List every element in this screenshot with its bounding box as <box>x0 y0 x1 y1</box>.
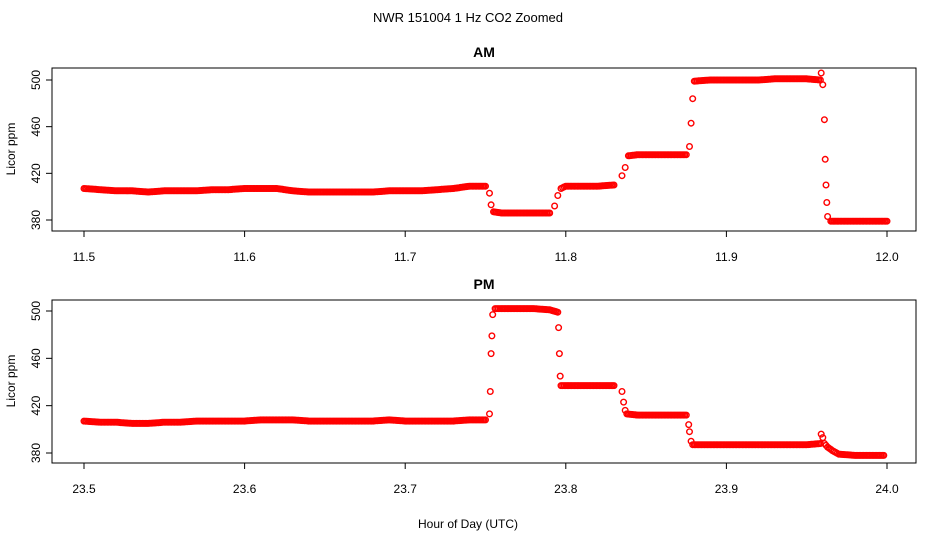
am-data-point <box>819 81 827 89</box>
am-data-point <box>822 181 830 189</box>
am-data-point <box>610 181 618 189</box>
am-y-tick-label: 500 <box>29 70 43 90</box>
am-data-point <box>686 142 694 150</box>
am-x-tick-label: 11.8 <box>555 250 578 264</box>
am-data-point <box>687 119 695 127</box>
am-data-point <box>546 209 554 217</box>
am-data-point <box>682 151 690 159</box>
am-data-point <box>817 69 825 77</box>
pm-data-points <box>80 305 888 459</box>
pm-x-axis: 23.5 23.6 23.7 23.8 23.9 24.0 <box>72 462 899 496</box>
am-data-point <box>487 201 495 209</box>
pm-x-tick-label: 23.9 <box>715 482 739 496</box>
am-y-tick-label: 460 <box>29 116 43 136</box>
am-data-point <box>551 202 559 210</box>
am-y-axis-title: Licor ppm <box>4 123 18 176</box>
pm-x-tick-label: 23.7 <box>394 482 418 496</box>
am-data-point <box>689 95 697 103</box>
am-x-axis: 11.5 11.6 11.7 11.8 11.9 12.0 <box>73 230 899 264</box>
pm-data-point <box>556 372 564 380</box>
am-data-point <box>883 217 891 225</box>
am-data-point <box>621 163 629 171</box>
pm-panel: PM Licor ppm 23.5 23.6 23.7 23.8 23.9 24.0 38… <box>4 276 917 496</box>
pm-y-axis-title: Licor ppm <box>4 355 18 408</box>
pm-x-tick-label: 23.5 <box>72 482 96 496</box>
pm-x-tick-label: 23.6 <box>233 482 257 496</box>
am-x-tick-label: 11.9 <box>715 250 738 264</box>
am-y-tick-label: 420 <box>29 163 43 183</box>
pm-data-point <box>555 350 563 358</box>
pm-data-point <box>554 308 562 316</box>
am-plot-frame <box>51 67 917 232</box>
am-data-point <box>824 212 832 220</box>
am-data-point <box>482 182 490 190</box>
am-x-tick-label: 12.0 <box>875 250 899 264</box>
am-panel: AM Licor ppm 11.5 11.6 11.7 11.8 11.9 12.0 38… <box>4 44 917 264</box>
pm-data-point <box>618 388 626 396</box>
am-data-point <box>821 155 829 163</box>
am-y-tick-label: 380 <box>29 210 43 230</box>
am-data-point <box>820 116 828 124</box>
pm-data-point <box>685 421 693 429</box>
pm-data-point <box>880 451 888 459</box>
am-data-point <box>486 189 494 197</box>
pm-x-tick-label: 24.0 <box>875 482 899 496</box>
pm-data-point <box>487 350 495 358</box>
pm-panel-title: PM <box>474 276 495 292</box>
am-x-tick-label: 11.5 <box>73 250 96 264</box>
pm-data-point <box>686 428 694 436</box>
pm-data-point <box>610 382 618 390</box>
am-data-point <box>618 172 626 180</box>
pm-y-axis: 380 420 460 500 <box>29 301 53 463</box>
pm-data-point <box>817 430 825 438</box>
am-x-tick-label: 11.6 <box>233 250 256 264</box>
pm-plot-frame <box>51 299 917 464</box>
pm-x-tick-label: 23.8 <box>554 482 578 496</box>
am-x-tick-label: 11.7 <box>394 250 417 264</box>
pm-y-tick-label: 380 <box>29 443 43 463</box>
am-y-axis: 380 420 460 500 <box>29 70 53 230</box>
pm-data-point <box>620 398 628 406</box>
pm-y-tick-label: 420 <box>29 395 43 415</box>
am-data-points <box>80 69 891 225</box>
pm-data-point <box>486 410 494 418</box>
pm-data-point <box>682 411 690 419</box>
am-panel-title: AM <box>473 44 495 60</box>
pm-data-point <box>555 324 563 332</box>
pm-y-tick-label: 500 <box>29 301 43 321</box>
figure-title: NWR 151004 1 Hz CO2 Zoomed <box>373 10 563 25</box>
pm-data-point <box>489 311 497 319</box>
pm-data-point <box>488 332 496 340</box>
pm-data-point <box>486 388 494 396</box>
pm-y-tick-label: 460 <box>29 348 43 368</box>
am-data-point <box>554 191 562 199</box>
am-data-point <box>823 198 831 206</box>
pm-data-point <box>482 416 490 424</box>
x-axis-title: Hour of Day (UTC) <box>418 517 518 531</box>
